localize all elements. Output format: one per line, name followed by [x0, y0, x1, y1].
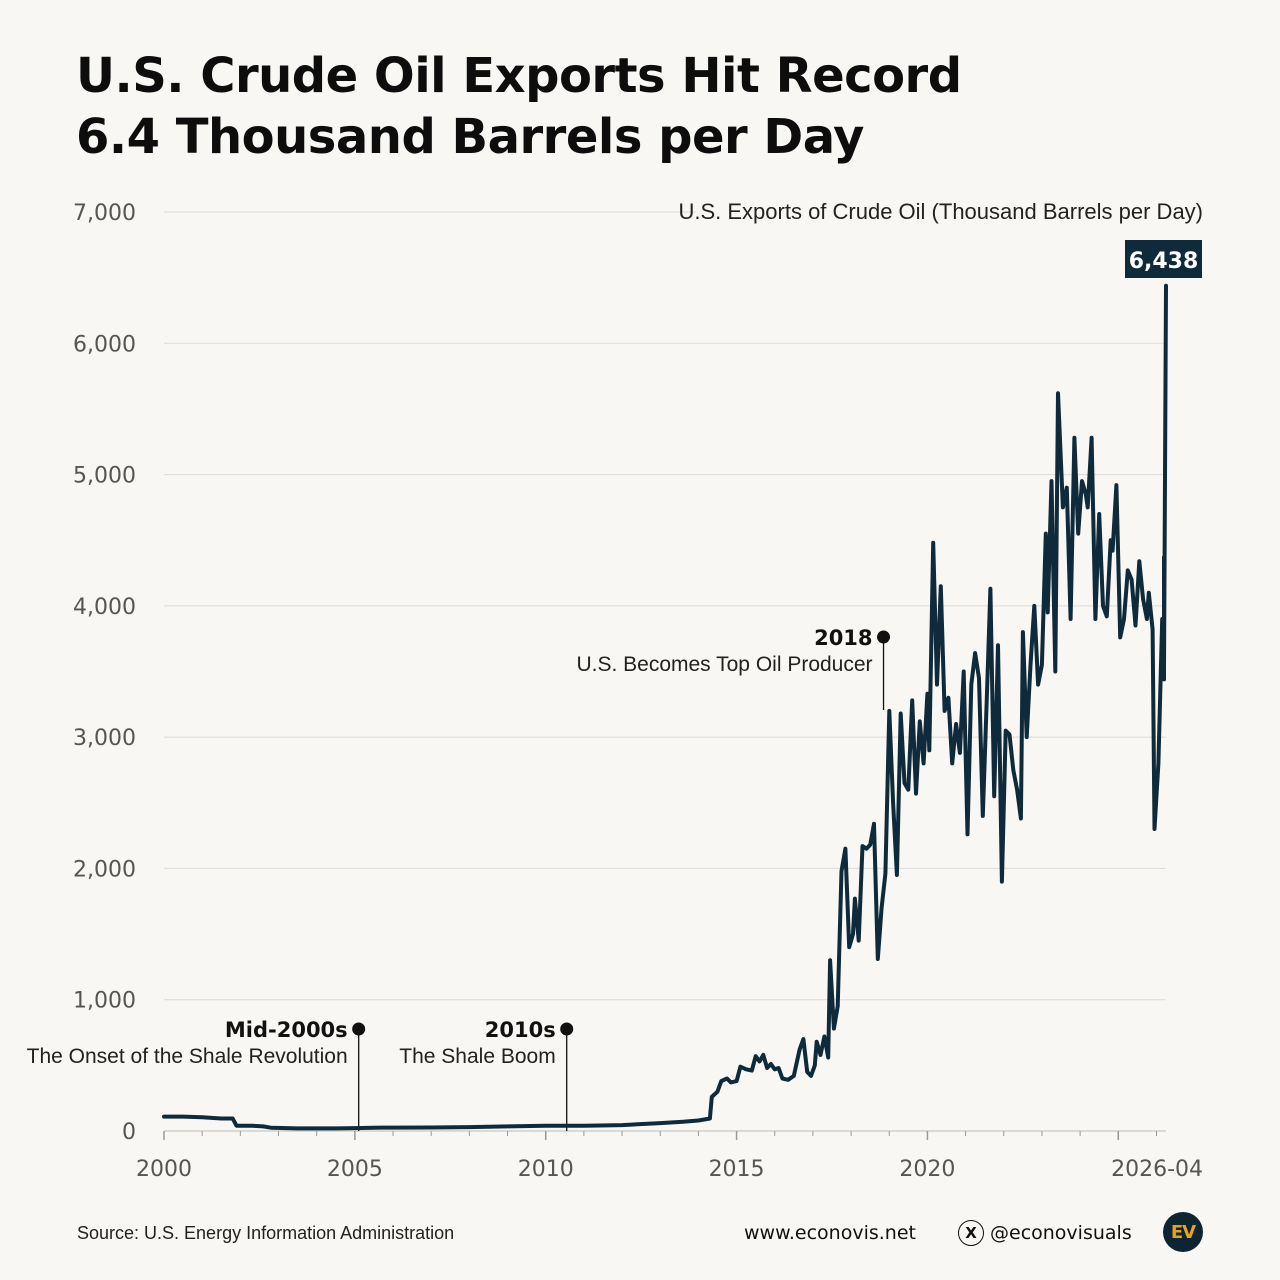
y-tick-label: 6,000 [73, 332, 136, 357]
x-tick-label: 2010 [518, 1157, 574, 1182]
gridlines [164, 211, 1166, 1001]
series-label: U.S. Exports of Crude Oil (Thousand Barr… [678, 199, 1203, 224]
x-logo-icon: X [958, 1220, 984, 1246]
annotation-subtext: U.S. Becomes Top Oil Producer [576, 653, 872, 676]
x-tick-label: 2015 [709, 1157, 765, 1182]
series-label-group: U.S. Exports of Crude Oil (Thousand Barr… [678, 199, 1203, 224]
y-tick-label: 0 [122, 1120, 136, 1145]
annotation-heading: 2010s [485, 1018, 556, 1042]
x-tick-label: 2005 [327, 1157, 383, 1182]
social-handle-text: @econovisuals [990, 1222, 1132, 1244]
x-axis: 2000 2005 2010 2015 2020 2026-04 [136, 1130, 1203, 1182]
peak-badge-box [1125, 240, 1202, 278]
x-tick-label: 2000 [136, 1157, 192, 1182]
annotation-subtext: The Shale Boom [399, 1045, 555, 1068]
y-tick-label: 4,000 [73, 595, 136, 620]
title-line-1: U.S. Crude Oil Exports Hit Record [76, 48, 962, 104]
page-title: U.S. Crude Oil Exports Hit Record 6.4 Th… [76, 46, 1176, 168]
social-handle[interactable]: X @econovisuals [958, 1218, 1132, 1248]
x-tick-label: 2026-04 [1111, 1157, 1203, 1182]
y-axis-ticks: 0 1,000 2,000 3,000 4,000 5,000 6,000 7,000 [73, 201, 136, 1145]
annotations: Mid-2000s The Onset of the Shale Revoluti… [27, 626, 891, 1131]
y-tick-label: 7,000 [73, 201, 136, 226]
annotation-marker [352, 1022, 366, 1036]
y-tick-label: 5,000 [73, 464, 136, 489]
x-tick-label: 2020 [899, 1157, 955, 1182]
y-tick-label: 1,000 [73, 989, 136, 1014]
y-tick-label: 2,000 [73, 857, 136, 882]
source-text: Source: U.S. Energy Information Administ… [77, 1223, 455, 1243]
annotation-subtext: The Onset of the Shale Revolution [27, 1045, 348, 1068]
y-tick-label: 3,000 [73, 726, 136, 751]
annotation-marker [560, 1022, 574, 1036]
website-link[interactable]: www.econovis.net [744, 1222, 916, 1244]
peak-badge: 6,438 [1125, 240, 1202, 278]
peak-value-label: 6,438 [1129, 249, 1199, 274]
title-line-2: 6.4 Thousand Barrels per Day [76, 109, 864, 165]
annotation-heading: 2018 [814, 626, 872, 650]
annotation-heading: Mid-2000s [225, 1018, 348, 1042]
econovis-logo: EV [1163, 1212, 1203, 1252]
annotation-marker [877, 630, 891, 644]
series-line-crude-oil-exports [162, 283, 1168, 1131]
